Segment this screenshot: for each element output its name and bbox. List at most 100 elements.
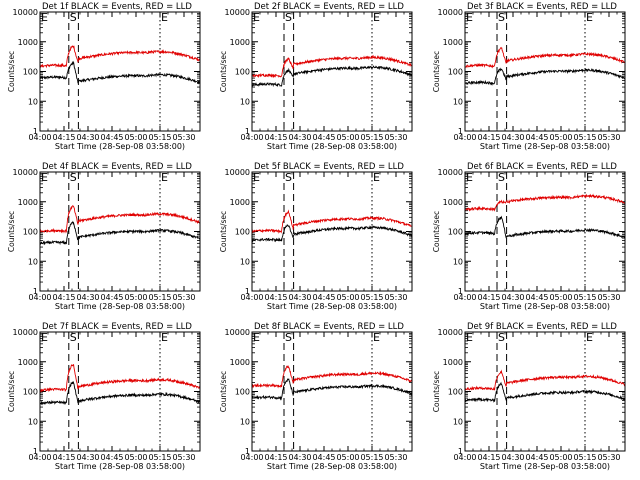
x-tick-label: 05:30	[597, 293, 620, 302]
x-tick-label: 05:00	[549, 293, 572, 302]
x-tick-label: 04:30	[76, 293, 99, 302]
interval-marker-label: E	[373, 331, 380, 344]
lld-series-line	[252, 209, 412, 234]
x-axis-label: Start Time (28-Sep-08 03:58:00)	[55, 302, 185, 311]
panel-title: Det 2f BLACK = Events, RED = LLD	[254, 2, 404, 12]
interval-marker-label: E	[373, 171, 380, 184]
y-axis-label: Counts/sec	[7, 211, 16, 252]
x-tick-label: 05:00	[124, 293, 147, 302]
x-tick-label: 04:00	[240, 293, 263, 302]
interval-marker-label: E	[586, 171, 593, 184]
x-axis-label: Start Time (28-Sep-08 03:58:00)	[55, 462, 185, 471]
x-axis-label: Start Time (28-Sep-08 03:58:00)	[267, 302, 397, 311]
interval-marker-label: S	[70, 331, 77, 344]
x-tick-label: 04:30	[288, 293, 311, 302]
y-axis-label: Counts/sec	[219, 371, 228, 412]
plot-frame	[251, 11, 413, 132]
y-tick-label: 1000	[443, 358, 463, 367]
y-tick-label: 1000	[230, 38, 250, 47]
x-tick-label: 04:45	[312, 133, 335, 142]
x-tick-label: 04:45	[100, 133, 123, 142]
events-series-line	[40, 381, 200, 406]
interval-marker-label: S	[498, 331, 505, 344]
y-tick-label: 1000	[18, 358, 38, 367]
x-tick-label: 05:30	[597, 453, 620, 462]
y-tick-label: 1000	[18, 198, 38, 207]
y-tick-label: 100	[235, 68, 250, 77]
plot-frame	[251, 331, 413, 452]
events-series-line	[40, 60, 200, 85]
y-tick-label: 1	[458, 287, 463, 296]
interval-marker-label: S	[498, 11, 505, 24]
x-tick-label: 04:30	[76, 453, 99, 462]
panel-title: Det 3f BLACK = Events, RED = LLD	[467, 2, 617, 12]
x-tick-label: 04:15	[52, 293, 75, 302]
interval-marker-label: S	[498, 171, 505, 184]
x-tick-label: 04:00	[453, 453, 476, 462]
x-axis-label: Start Time (28-Sep-08 03:58:00)	[480, 462, 610, 471]
y-tick-label: 1000	[230, 358, 250, 367]
x-tick-label: 04:15	[52, 453, 75, 462]
interval-marker-label: E	[253, 11, 260, 24]
interval-marker-label: E	[586, 11, 593, 24]
plot-frame	[464, 11, 626, 132]
x-tick-label: 05:00	[336, 133, 359, 142]
interval-marker-label: S	[285, 331, 292, 344]
x-tick-label: 05:15	[148, 453, 171, 462]
interval-marker-label: S	[285, 171, 292, 184]
panel-title: Det 4f BLACK = Events, RED = LLD	[42, 162, 192, 172]
y-tick-label: 1	[245, 287, 250, 296]
interval-marker-label: E	[41, 331, 48, 344]
y-axis-label: Counts/sec	[432, 51, 441, 92]
y-tick-label: 100	[235, 388, 250, 397]
x-axis-label: Start Time (28-Sep-08 03:58:00)	[267, 142, 397, 151]
interval-marker-label: E	[253, 331, 260, 344]
x-tick-label: 04:00	[240, 453, 263, 462]
x-tick-label: 05:30	[597, 133, 620, 142]
events-series-line	[465, 67, 625, 86]
lld-series-line	[40, 205, 200, 234]
x-tick-label: 04:45	[525, 133, 548, 142]
y-tick-label: 10	[240, 97, 250, 106]
y-tick-label: 10000	[13, 328, 38, 337]
x-tick-label: 04:00	[453, 133, 476, 142]
lld-series-line	[252, 54, 412, 79]
detector-panel: Det 2f BLACK = Events, RED = LLD 1 10 100 10…	[219, 2, 413, 151]
x-tick-label: 05:15	[360, 453, 383, 462]
interval-marker-label: E	[41, 11, 48, 24]
events-series-line	[40, 220, 200, 246]
y-axis-label: Counts/sec	[7, 51, 16, 92]
x-axis-label: Start Time (28-Sep-08 03:58:00)	[480, 142, 610, 151]
interval-marker-label: E	[466, 171, 473, 184]
interval-marker-label: E	[161, 171, 168, 184]
y-tick-label: 100	[448, 68, 463, 77]
y-tick-label: 100	[235, 228, 250, 237]
events-series-line	[465, 381, 625, 403]
x-tick-label: 04:00	[240, 133, 263, 142]
plot-frame	[39, 171, 201, 292]
y-tick-label: 10000	[13, 8, 38, 17]
y-tick-label: 10000	[438, 328, 463, 337]
interval-marker-label: E	[253, 171, 260, 184]
y-tick-label: 1	[245, 447, 250, 456]
x-tick-label: 05:15	[573, 453, 596, 462]
lld-series-line	[465, 193, 625, 212]
y-axis-label: Counts/sec	[432, 371, 441, 412]
x-tick-label: 04:45	[312, 293, 335, 302]
panel-title: Det 7f BLACK = Events, RED = LLD	[42, 322, 192, 332]
x-axis-label: Start Time (28-Sep-08 03:58:00)	[480, 302, 610, 311]
interval-marker-label: E	[41, 171, 48, 184]
x-tick-label: 04:15	[52, 133, 75, 142]
y-tick-label: 1000	[18, 38, 38, 47]
detector-panel: Det 3f BLACK = Events, RED = LLD 1 10 100 10…	[432, 2, 626, 151]
detector-panel: Det 1f BLACK = Events, RED = LLD 1 10 100 10…	[7, 2, 201, 151]
y-tick-label: 1	[458, 127, 463, 136]
y-tick-label: 1	[245, 127, 250, 136]
x-tick-label: 04:45	[525, 293, 548, 302]
plot-frame	[464, 171, 626, 292]
x-tick-label: 04:30	[501, 453, 524, 462]
x-tick-label: 05:15	[360, 133, 383, 142]
x-tick-label: 04:30	[501, 133, 524, 142]
x-tick-label: 04:45	[100, 293, 123, 302]
x-tick-label: 04:15	[477, 453, 500, 462]
